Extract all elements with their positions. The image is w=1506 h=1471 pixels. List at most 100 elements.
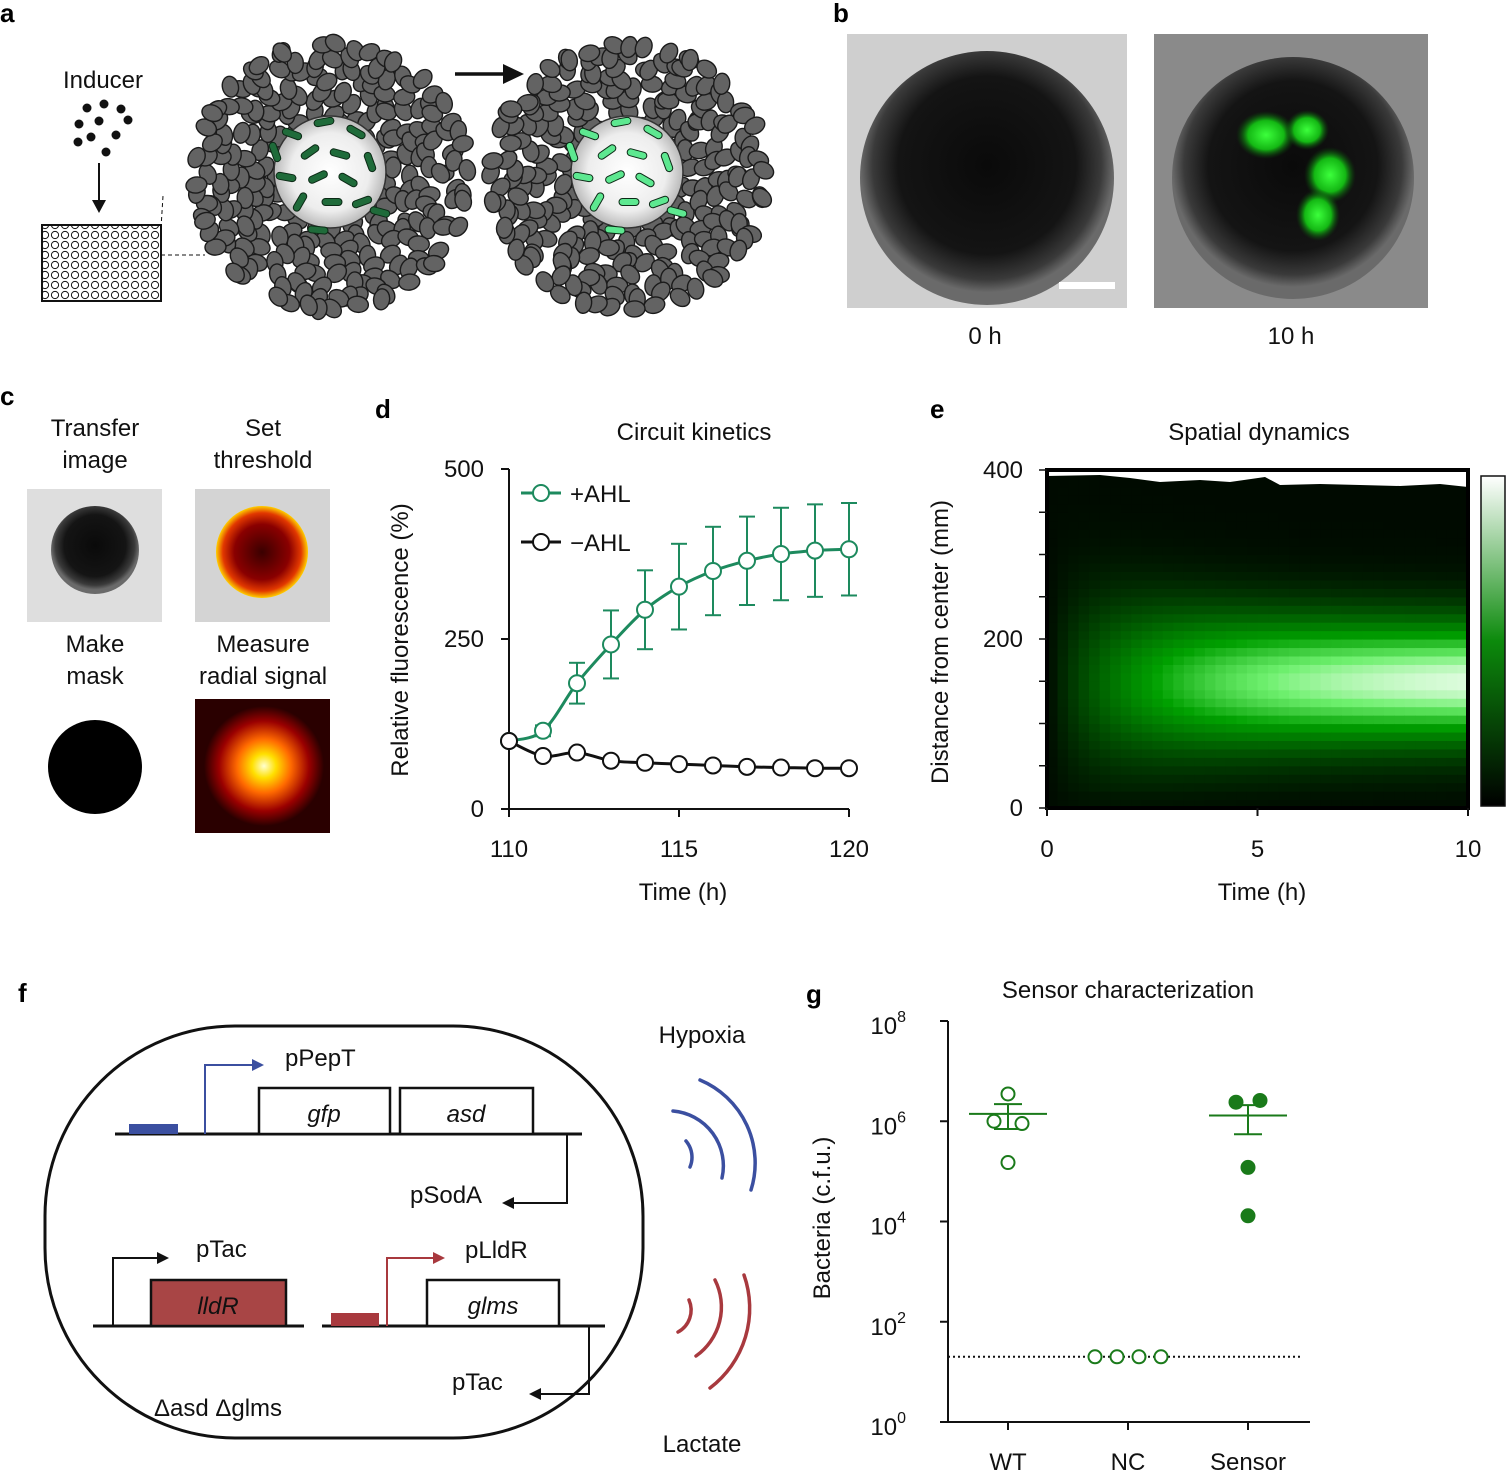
heatmap-cell xyxy=(1289,765,1301,775)
heatmap-cell xyxy=(1162,596,1174,606)
heatmap-cell xyxy=(1394,596,1406,606)
heatmap-cell xyxy=(1152,529,1164,539)
heatmap-cell xyxy=(1352,579,1364,589)
heatmap-cell xyxy=(1394,706,1406,716)
heatmap-cell xyxy=(1068,723,1080,733)
heatmap-cell xyxy=(1068,689,1080,699)
heatmap-cell xyxy=(1183,537,1195,547)
heatmap-cell xyxy=(1246,512,1259,522)
heatmap-cell xyxy=(1162,799,1174,808)
legend-label-plus-ahl: +AHL xyxy=(570,481,631,508)
heatmap-cell xyxy=(1057,596,1069,606)
step-measure-line2: radial signal xyxy=(199,663,327,690)
heatmap-cell xyxy=(1331,529,1343,539)
heatmap-cell xyxy=(1331,664,1343,674)
heatmap-cell xyxy=(1394,681,1406,691)
hypoxia-waves-icon xyxy=(671,1078,757,1192)
heatmap-cell xyxy=(1278,698,1290,708)
heatmap-cell xyxy=(1110,486,1122,496)
heatmap-cell xyxy=(1047,774,1059,784)
heatmap-cell xyxy=(1099,529,1111,539)
heatmap-cell xyxy=(1225,495,1238,505)
heatmap-cell xyxy=(1289,562,1301,572)
heatmap-cell xyxy=(1310,554,1322,564)
heatmap-cell xyxy=(1362,486,1374,496)
chart-e-xlabel: Time (h) xyxy=(1218,879,1306,906)
heatmap-cell xyxy=(1320,765,1332,775)
heatmap-cell xyxy=(1236,689,1248,699)
heatmap-cell xyxy=(1257,486,1269,496)
heatmap-cell xyxy=(1278,554,1290,564)
data-point-plus-ahl xyxy=(840,540,858,559)
panel-f-letter: f xyxy=(18,978,27,1008)
data-point-minus-ahl xyxy=(568,743,586,762)
heatmap-cell xyxy=(1352,512,1364,522)
heatmap-cell xyxy=(1110,672,1122,682)
heatmap-cell xyxy=(1446,706,1459,716)
heatmap-cell xyxy=(1425,698,1438,708)
heatmap-cell xyxy=(1099,571,1111,581)
heatmap-cell xyxy=(1099,486,1111,496)
bacterium-rod-icon xyxy=(281,127,303,141)
tumor-cell xyxy=(201,104,224,123)
heatmap-cell xyxy=(1383,799,1395,808)
heatmap-cell xyxy=(1446,731,1459,741)
heatmap-cell xyxy=(1425,579,1438,589)
heatmap-cell xyxy=(1331,740,1343,750)
data-point-minus-ahl xyxy=(704,756,722,775)
heatmap-cell xyxy=(1394,639,1406,649)
heatmap-cell xyxy=(1089,664,1101,674)
heatmap-cell xyxy=(1225,791,1238,801)
heatmap-cell xyxy=(1152,596,1164,606)
legend-label-minus-ahl: −AHL xyxy=(570,530,631,557)
heatmap-cell xyxy=(1141,529,1153,539)
heatmap-cell xyxy=(1310,546,1322,556)
heatmap-cell xyxy=(1215,664,1227,674)
heatmap-cell xyxy=(1225,681,1238,691)
heatmap-cell xyxy=(1173,622,1185,632)
heatmap-cell xyxy=(1278,596,1290,606)
heatmap-cell xyxy=(1268,605,1280,615)
heatmap-cell xyxy=(1394,672,1406,682)
bacterium-rod-icon xyxy=(643,124,663,140)
heatmap-cell xyxy=(1268,698,1280,708)
heatmap-cell xyxy=(1457,503,1468,513)
heatmap-cell xyxy=(1415,706,1427,716)
heatmap-cell xyxy=(1068,799,1080,808)
heatmap-cell xyxy=(1383,782,1395,792)
heatmap-cell xyxy=(1310,571,1322,581)
heatmap-cell xyxy=(1373,791,1385,801)
heatmap-cell xyxy=(1047,698,1059,708)
heatmap-cell xyxy=(1162,478,1174,488)
heatmap-cell xyxy=(1457,782,1468,792)
heatmap-cell xyxy=(1404,740,1416,750)
heatmap-cell xyxy=(1246,664,1259,674)
heatmap-cell xyxy=(1173,520,1185,530)
heatmap-cell xyxy=(1257,782,1269,792)
scale-bar xyxy=(1059,282,1115,289)
heatmap-cell xyxy=(1057,579,1069,589)
heatmap-cell xyxy=(1173,546,1185,556)
heatmap-cell xyxy=(1352,715,1364,725)
heatmap-cell xyxy=(1194,782,1206,792)
chart-g-y-tick-label: 106 xyxy=(870,1109,906,1140)
heatmap-cell xyxy=(1173,655,1185,665)
chart-d-legend: +AHL −AHL xyxy=(521,481,631,557)
heatmap-cell xyxy=(1289,706,1301,716)
heatmap-cell xyxy=(1078,698,1090,708)
heatmap-cell xyxy=(1173,512,1185,522)
heatmap-cell xyxy=(1415,765,1427,775)
heatmap-cell xyxy=(1173,698,1185,708)
heatmap-cell xyxy=(1404,647,1416,657)
heatmap-cell xyxy=(1341,512,1353,522)
heatmap-cell xyxy=(1394,562,1406,572)
heatmap-cell xyxy=(1131,655,1143,665)
heatmap-cell xyxy=(1362,757,1374,767)
heatmap-cell xyxy=(1047,520,1059,530)
heatmap-cell xyxy=(1110,554,1122,564)
heatmap-cell xyxy=(1457,520,1468,530)
heatmap-cell xyxy=(1341,774,1353,784)
heatmap-cell xyxy=(1257,791,1269,801)
heatmap-cell xyxy=(1268,495,1280,505)
heatmap-cell xyxy=(1404,689,1416,699)
